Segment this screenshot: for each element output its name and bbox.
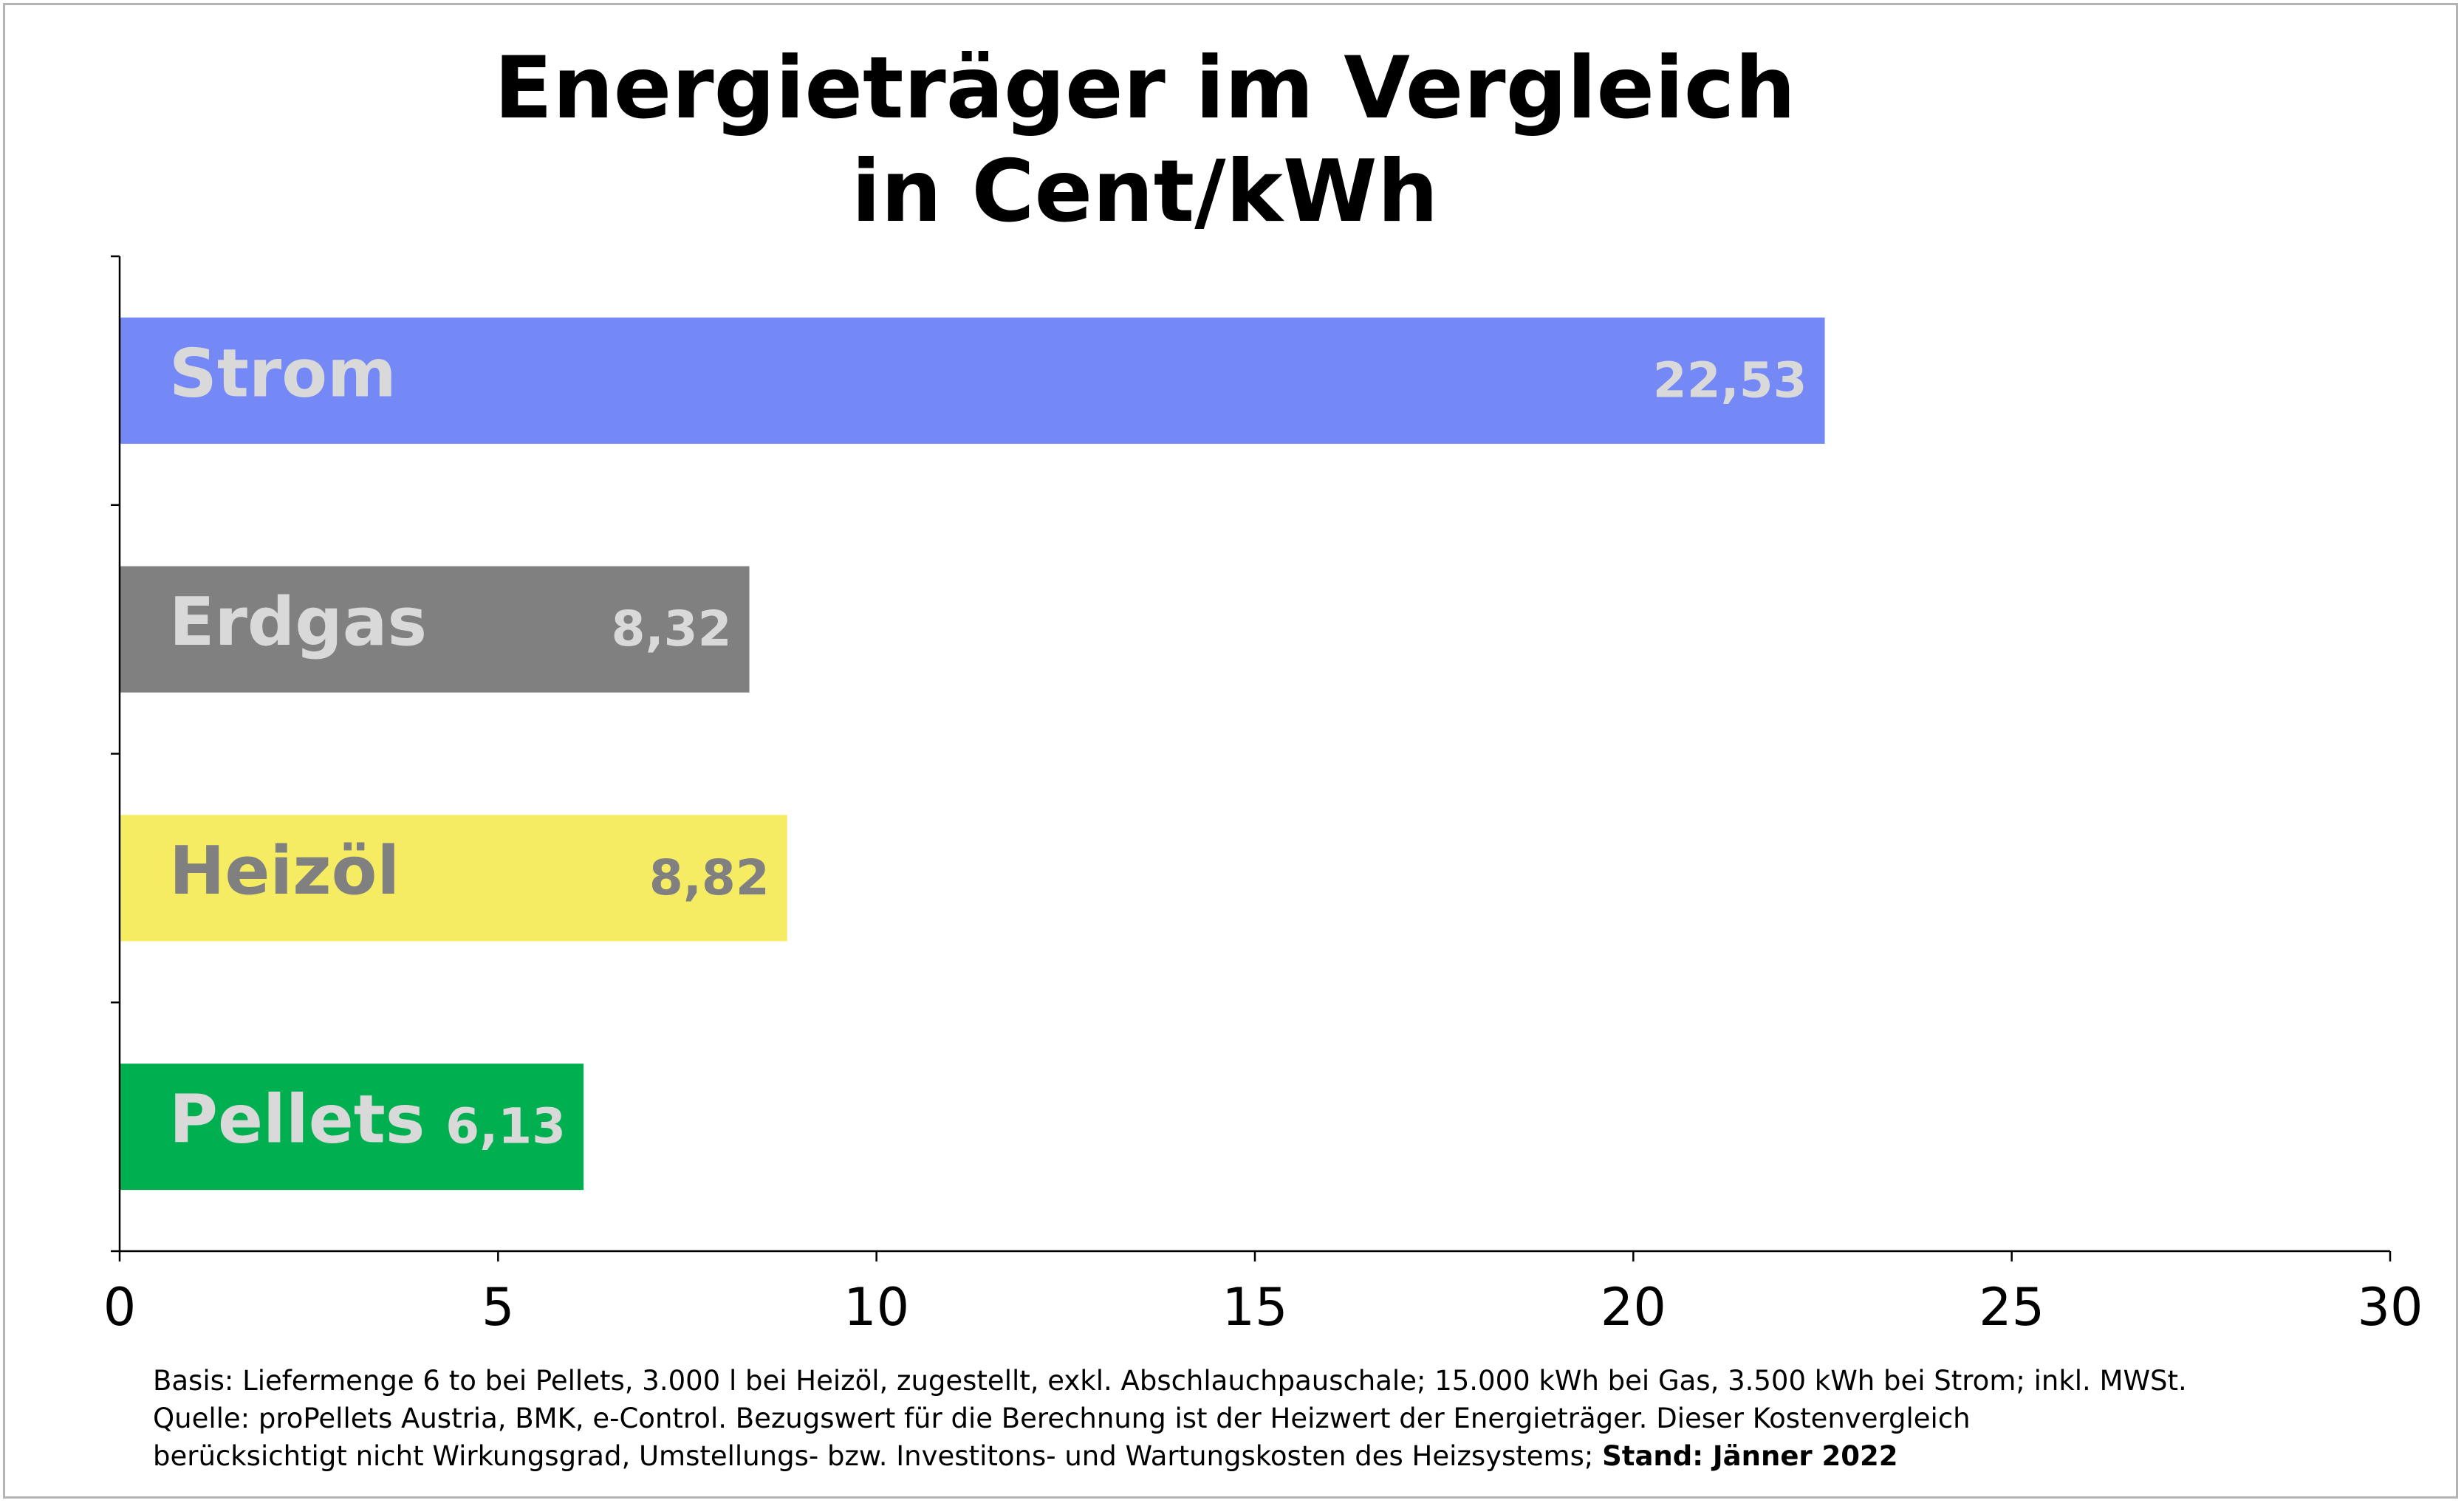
footnote-line-3-text: berücksichtigt nicht Wirkungsgrad, Umste… — [153, 1440, 1603, 1472]
bar-category-label-erdgas: Erdgas — [169, 583, 427, 661]
x-tick-label: 25 — [1979, 1277, 2044, 1338]
footnote-line-2: Quelle: proPellets Austria, BMK, e-Contr… — [153, 1403, 1971, 1434]
x-tick-label: 10 — [843, 1277, 909, 1338]
bar-category-label-pellets: Pellets — [169, 1081, 425, 1159]
bar-category-label-heiz-l: Heizöl — [169, 832, 400, 910]
bar-value-label-heiz-l: 8,82 — [649, 849, 770, 906]
bars-layer: Strom 22,53 Erdgas 8,32 Heizöl 8,82 Pellets 6,1… — [120, 317, 1825, 1191]
footnote-line-3: berücksichtigt nicht Wirkungsgrad, Umste… — [153, 1437, 2406, 1475]
x-tick-label: 5 — [482, 1277, 515, 1338]
footnote-line-1: Basis: Liefermenge 6 to bei Pellets, 3.0… — [153, 1365, 2187, 1397]
bar-value-label-erdgas: 8,32 — [612, 600, 732, 657]
bar-erdgas — [120, 566, 750, 693]
x-tick-label: 20 — [1601, 1277, 1666, 1338]
chart-frame — [3, 3, 2458, 1499]
bar-strom — [120, 317, 1825, 444]
bar-pellets — [120, 1064, 584, 1191]
axis-layer: 0 5 10 15 20 25 30 — [103, 255, 2423, 1338]
chart-subtitle: in Cent/kWh — [851, 142, 1439, 242]
footnote: Basis: Liefermenge 6 to bei Pellets, 3.0… — [153, 1362, 2406, 1475]
chart-title: Energieträger im Vergleich — [493, 38, 1796, 138]
x-tick-label: 0 — [103, 1277, 137, 1338]
x-tick-label: 30 — [2357, 1277, 2423, 1338]
bar-value-label-pellets: 6,13 — [445, 1098, 566, 1155]
bar-value-label-strom: 22,53 — [1653, 352, 1807, 408]
bar-category-label-strom: Strom — [169, 335, 397, 412]
x-tick-label: 15 — [1222, 1277, 1287, 1338]
footnote-stand: Stand: Jänner 2022 — [1602, 1440, 1898, 1472]
bar-heiz-l — [120, 815, 787, 942]
